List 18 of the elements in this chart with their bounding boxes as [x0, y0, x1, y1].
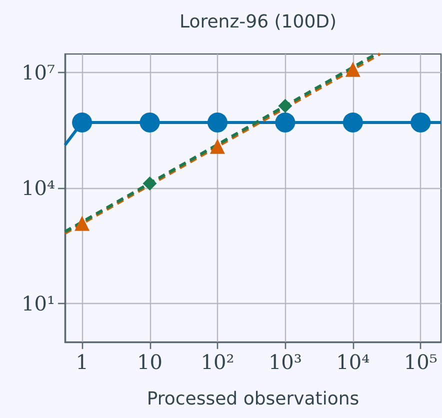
point [275, 112, 296, 132]
x-axis-title: Processed observations [146, 388, 360, 410]
x-tick-label: 1 [76, 350, 88, 374]
y-tick-label: 10⁴ [22, 176, 55, 200]
x-tick-label: 10³ [268, 350, 302, 374]
point [72, 112, 92, 132]
point [140, 112, 160, 132]
point [410, 112, 431, 132]
x-tick-label: 10⁵ [404, 350, 438, 374]
point [74, 216, 90, 231]
point [208, 112, 228, 132]
y-tick-label: 10¹ [22, 291, 55, 316]
y-tick-label: 10⁷ [22, 60, 55, 84]
chart-title: Lorenz-96 (100D) [179, 12, 337, 32]
x-tick-label: 10 [137, 350, 162, 374]
point [342, 112, 363, 132]
x-tick-label: 10⁴ [336, 350, 370, 374]
x-tick-label: 10² [200, 350, 234, 374]
